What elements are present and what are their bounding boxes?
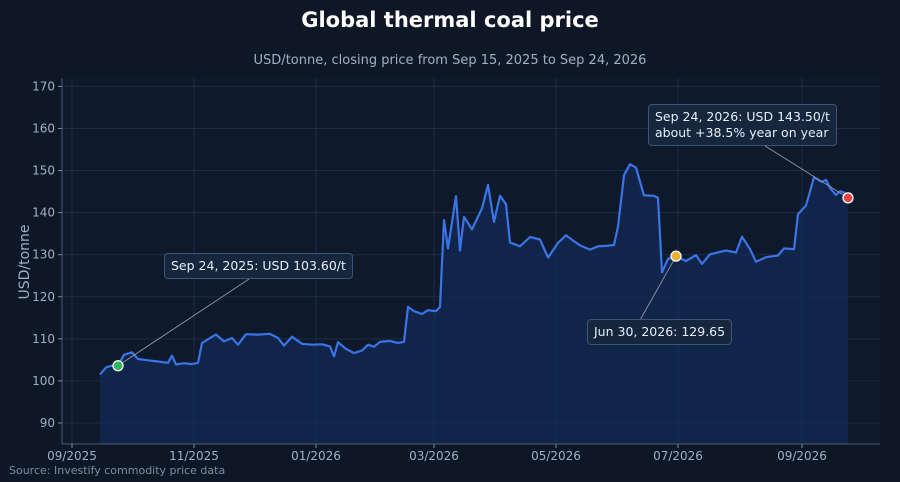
callout-start-text: Sep 24, 2025: USD 103.60/t [171,258,346,273]
point-markers [112,192,854,372]
area-fill-group [100,164,848,444]
x-tick-label: 07/2026 [653,449,703,463]
callout-mid: Jun 30, 2026: 129.65 [587,319,733,345]
y-tick-label: 130 [32,248,55,262]
y-tick-label: 160 [32,121,55,135]
y-axis-ticks: 90 100 110 120 130 140 150 160 170 [32,79,62,430]
x-tick-label: 03/2026 [409,449,459,463]
y-axis-label: USD/tonne [17,224,33,299]
y-tick-label: 90 [40,416,55,430]
callout-leaders [117,145,849,367]
x-tick-label: 09/2025 [47,449,97,463]
source-note: Source: Investify commodity price data [9,464,226,477]
series-line [99,163,849,376]
x-tick-label: 11/2025 [169,449,219,463]
x-tick-label: 01/2026 [291,449,341,463]
x-tick-label: 05/2026 [531,449,581,463]
axes [61,78,880,445]
callout-start: Sep 24, 2025: USD 103.60/t [164,253,353,279]
chart-title: Global thermal coal price [301,8,599,32]
x-tick-label: 09/2026 [777,449,827,463]
marker-end [842,192,854,204]
y-tick-label: 140 [32,206,55,220]
chart-subtitle: USD/tonne, closing price from Sep 15, 20… [253,53,647,68]
callout-end-text: Sep 24, 2026: USD 143.50/t [655,109,830,124]
y-tick-label: 120 [32,290,55,304]
callout-leader-start [117,278,250,367]
x-axis-ticks: 09/2025 11/2025 01/2026 03/2026 05/2026 07/20… [47,444,827,463]
callout-mid-text: Jun 30, 2026: 129.65 [594,324,726,339]
y-tick-label: 150 [32,164,55,178]
callout-end-text-2: about +38.5% year on year [655,125,829,140]
callout-end: Sep 24, 2026: USD 143.50/t about +38.5% … [648,104,837,146]
marker-mid [670,250,682,262]
callout-leader-end [764,145,849,199]
y-tick-label: 110 [32,332,55,346]
series-line-group [99,163,849,376]
series-area [100,164,848,444]
y-tick-label: 100 [32,374,55,388]
callout-leader-mid [640,255,677,320]
y-tick-label: 170 [32,79,55,93]
marker-start [112,360,124,372]
